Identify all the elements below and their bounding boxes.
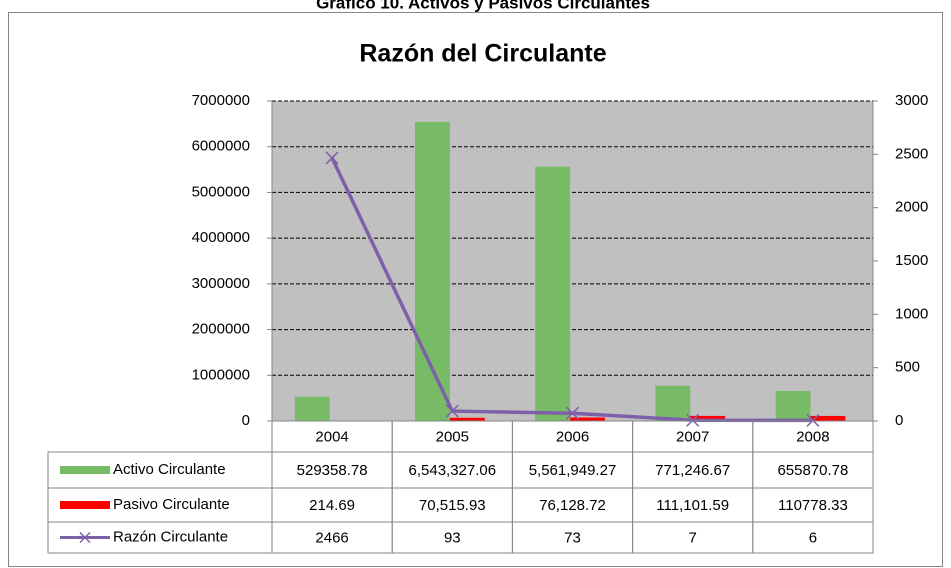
- legend-key: [60, 466, 110, 474]
- marker: [325, 151, 339, 165]
- y-tick-label: 3000000: [192, 275, 250, 292]
- x-tick-label: 2008: [796, 428, 829, 445]
- y2-tick-label: 3000: [895, 92, 928, 109]
- y2-tick-label: 0: [895, 412, 903, 429]
- table-value: 655870.78: [777, 462, 848, 479]
- x-tick-label: 2007: [676, 428, 709, 445]
- legend-label: Pasivo Circulante: [113, 496, 230, 513]
- table-value: 2466: [315, 529, 348, 546]
- y2-tick-label: 2000: [895, 199, 928, 216]
- table-value: 110778.33: [778, 497, 848, 514]
- y-tick-label: 1000000: [192, 366, 250, 383]
- bar: [810, 415, 846, 421]
- table-value: 111,101.59: [656, 497, 729, 514]
- bar: [535, 166, 571, 421]
- table-value: 529358.78: [297, 462, 368, 479]
- y2-tick-label: 2500: [895, 145, 928, 162]
- marker: [806, 413, 820, 427]
- y-tick-label: 2000000: [192, 321, 250, 338]
- legend-label: Activo Circulante: [113, 461, 226, 478]
- y-tick-label: 0: [242, 412, 250, 429]
- bar: [775, 391, 811, 421]
- bar: [449, 417, 485, 421]
- table-cell: [752, 521, 874, 554]
- y-tick-label: 6000000: [192, 138, 250, 155]
- bar: [655, 385, 691, 421]
- y-tick-label: 5000000: [192, 183, 250, 200]
- y-tick-label: 4000000: [192, 229, 250, 246]
- bar: [690, 415, 726, 421]
- x-tick-label: 2004: [315, 428, 348, 445]
- table-value: 93: [444, 529, 461, 546]
- table-value: 76,128.72: [539, 497, 606, 514]
- bar: [570, 417, 605, 421]
- legend-marker: [79, 531, 91, 544]
- y2-tick-label: 1500: [895, 252, 928, 269]
- table-value: 6: [809, 529, 817, 546]
- caption: Gráfico 10. Activos y Pasivos Circulante…: [316, 0, 650, 12]
- marker: [686, 413, 700, 427]
- legend-label: Razón Circulante: [113, 528, 228, 545]
- table-value: 7: [689, 529, 697, 546]
- table-value: 73: [564, 529, 581, 546]
- x-tick-label: 2006: [556, 428, 589, 445]
- table-value: 6,543,327.06: [409, 462, 497, 479]
- table-value: 5,561,949.27: [529, 462, 617, 479]
- legend-key: [60, 501, 110, 509]
- table-value: 70,515.93: [419, 497, 486, 514]
- y2-tick-label: 1000: [895, 305, 928, 322]
- bar: [294, 396, 330, 421]
- y2-tick-label: 500: [895, 359, 920, 376]
- marker: [445, 404, 459, 418]
- table-value: 214.69: [309, 497, 355, 514]
- marker: [565, 406, 580, 420]
- x-tick-label: 2005: [436, 428, 469, 445]
- plot-area: [272, 101, 873, 421]
- table-value: 771,246.67: [655, 462, 730, 479]
- bar: [415, 121, 450, 422]
- y-tick-label: 7000000: [192, 92, 250, 109]
- chart-title: Razón del Circulante: [359, 40, 606, 68]
